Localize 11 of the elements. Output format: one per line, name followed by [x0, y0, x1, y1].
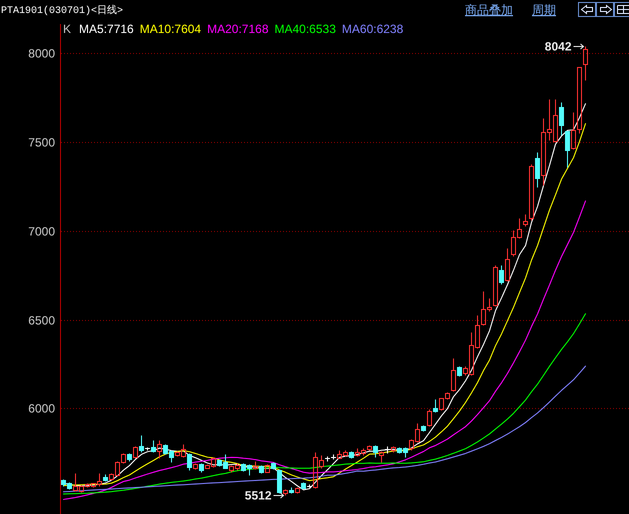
annotation: 5512 [244, 488, 272, 502]
y-tick-label: 7500 [28, 136, 56, 150]
annotation: 8042 [544, 40, 572, 54]
y-tick-label: 8000 [28, 46, 56, 60]
legend: K MA5:7716 MA10:7604 MA20:7168 MA40:6533 MA60:6238 [63, 22, 404, 36]
chart-title: PTA1901(030701)<日线> [1, 4, 124, 17]
link: 商品叠加 [465, 3, 513, 17]
y-tick-label: 6500 [28, 314, 56, 328]
y-tick-label: 6000 [28, 402, 56, 416]
y-tick-label: 7000 [28, 224, 56, 238]
link: 周期 [532, 3, 556, 17]
